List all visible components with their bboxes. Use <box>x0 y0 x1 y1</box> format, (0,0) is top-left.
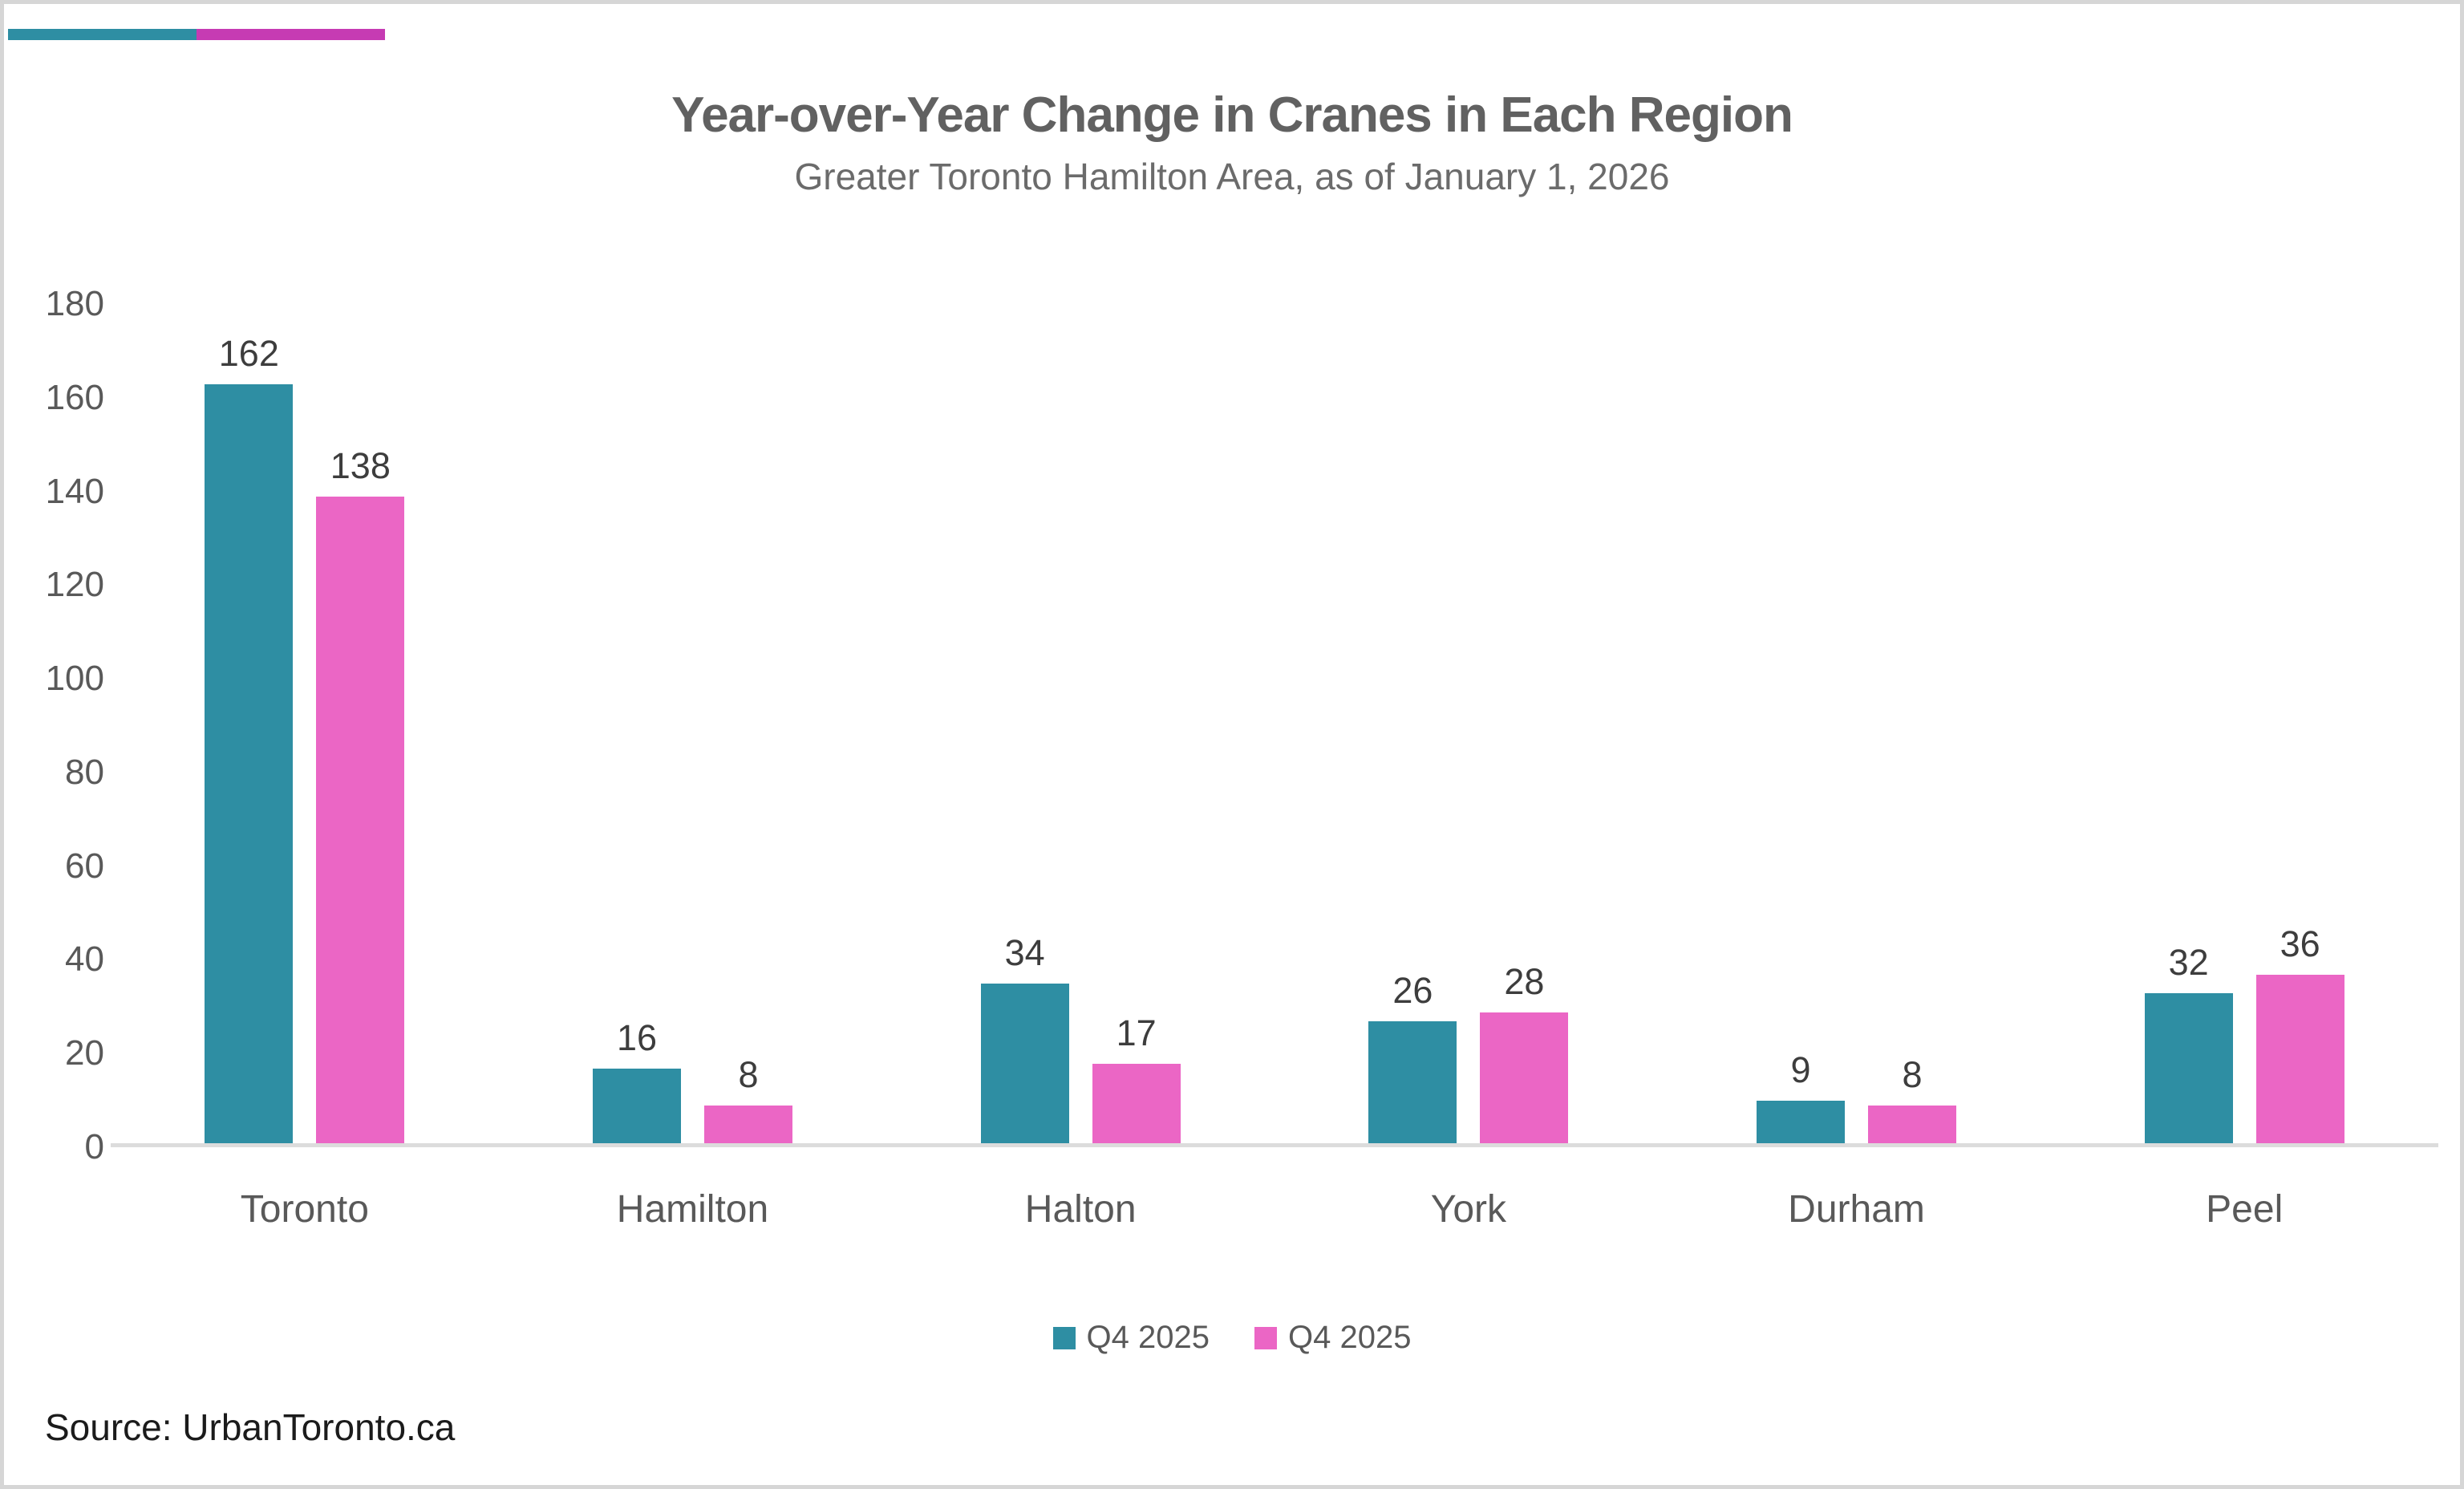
bar-value-label: 17 <box>1116 1012 1157 1053</box>
bar <box>1868 1106 1957 1143</box>
y-axis-tick-label: 80 <box>65 752 104 792</box>
bar-plot: 162 138 16 8 34 17 26 28 9 8 32 36 <box>111 304 2438 1147</box>
legend-item: Q4 2025 <box>1052 1320 1210 1356</box>
bar <box>980 984 1069 1143</box>
bar-value-label: 36 <box>2280 923 2320 964</box>
source-note: Source: UrbanToronto.ca <box>45 1406 456 1448</box>
y-axis-tick-label: 0 <box>84 1127 104 1166</box>
category-label-halton: Halton <box>1024 1188 1137 1231</box>
bar-group-hamilton: 16 8 <box>499 304 887 1143</box>
y-axis-tick-label: 40 <box>65 939 104 980</box>
bar-value-label: 138 <box>330 445 391 487</box>
bar <box>316 497 405 1143</box>
x-axis-category-labels: Toronto Hamilton Halton York Durham Peel <box>111 1187 2438 1231</box>
bar-group-york: 26 28 <box>1275 304 1663 1143</box>
bar-group-halton: 34 17 <box>886 304 1275 1143</box>
bar-column: 162 <box>205 333 294 1143</box>
bar <box>2255 974 2344 1143</box>
chart-header: Year-over-Year Change in Cranes in Each … <box>0 87 2464 198</box>
bar-column: 32 <box>2144 942 2233 1143</box>
bar-value-label: 8 <box>738 1054 759 1096</box>
chart-plot-area: 0 20 40 60 80 100 120 140 160 180 162 138 16 8 34 17 26… <box>29 284 2438 1166</box>
y-axis-tick-label: 20 <box>65 1033 104 1073</box>
category-label-hamilton: Hamilton <box>616 1188 769 1231</box>
bar-column: 8 <box>1868 1054 1957 1143</box>
bar-column: 17 <box>1092 1015 1181 1143</box>
legend-swatch-icon <box>1052 1326 1076 1349</box>
bar <box>1368 1021 1457 1143</box>
y-axis-tick-label: 100 <box>45 659 104 699</box>
bar-column: 8 <box>704 1057 792 1143</box>
bar <box>704 1106 792 1143</box>
y-axis: 0 20 40 60 80 100 120 140 160 180 <box>29 284 111 1166</box>
bar-column: 138 <box>316 445 405 1143</box>
y-axis-tick-label: 120 <box>45 565 104 605</box>
accent-bar-magenta-segment <box>197 29 385 40</box>
legend-item: Q4 2025 <box>1254 1320 1411 1356</box>
bar-value-label: 34 <box>1004 932 1045 974</box>
bar <box>1757 1101 1846 1143</box>
bar-column: 9 <box>1757 1049 1846 1143</box>
y-axis-tick-label: 60 <box>65 846 104 886</box>
bar-value-label: 8 <box>1902 1054 1923 1096</box>
bar-group-peel: 32 36 <box>2050 304 2438 1143</box>
bar-value-label: 16 <box>616 1016 658 1058</box>
bar-group-toronto: 162 138 <box>111 304 499 1143</box>
bar <box>593 1068 681 1143</box>
chart-subtitle: Greater Toronto Hamilton Area, as of Jan… <box>794 156 1670 197</box>
category-label-durham: Durham <box>1788 1188 1925 1231</box>
bar-column: 16 <box>593 1020 681 1143</box>
legend-label: Q4 2025 <box>1086 1320 1210 1355</box>
legend-label: Q4 2025 <box>1288 1320 1412 1355</box>
y-axis-tick-label: 180 <box>45 284 104 323</box>
bar <box>1092 1063 1181 1143</box>
brand-accent-bar <box>8 29 385 40</box>
bar-value-label: 9 <box>1790 1049 1811 1091</box>
legend-swatch-icon <box>1254 1326 1277 1349</box>
bar-column: 26 <box>1368 972 1457 1143</box>
bar-value-label: 26 <box>1392 970 1433 1012</box>
bar <box>1480 1012 1569 1143</box>
bar-value-label: 32 <box>2168 942 2209 984</box>
bar-value-label: 162 <box>218 333 279 375</box>
category-label-toronto: Toronto <box>240 1188 369 1231</box>
bar-column: 28 <box>1480 960 1569 1143</box>
y-axis-tick-label: 160 <box>45 377 104 417</box>
y-axis-tick-label: 140 <box>45 471 104 511</box>
category-label-york: York <box>1430 1188 1506 1231</box>
chart-title: Year-over-Year Change in Cranes in Each … <box>671 87 1793 143</box>
bar-column: 34 <box>980 932 1069 1143</box>
accent-bar-teal-segment <box>8 29 197 40</box>
chart-legend: Q4 2025 Q4 2025 <box>0 1320 2464 1356</box>
bar <box>205 384 294 1143</box>
bar-value-label: 28 <box>1504 960 1545 1002</box>
bar-column: 36 <box>2255 923 2344 1143</box>
category-label-peel: Peel <box>2206 1188 2284 1231</box>
bar <box>2144 993 2233 1143</box>
